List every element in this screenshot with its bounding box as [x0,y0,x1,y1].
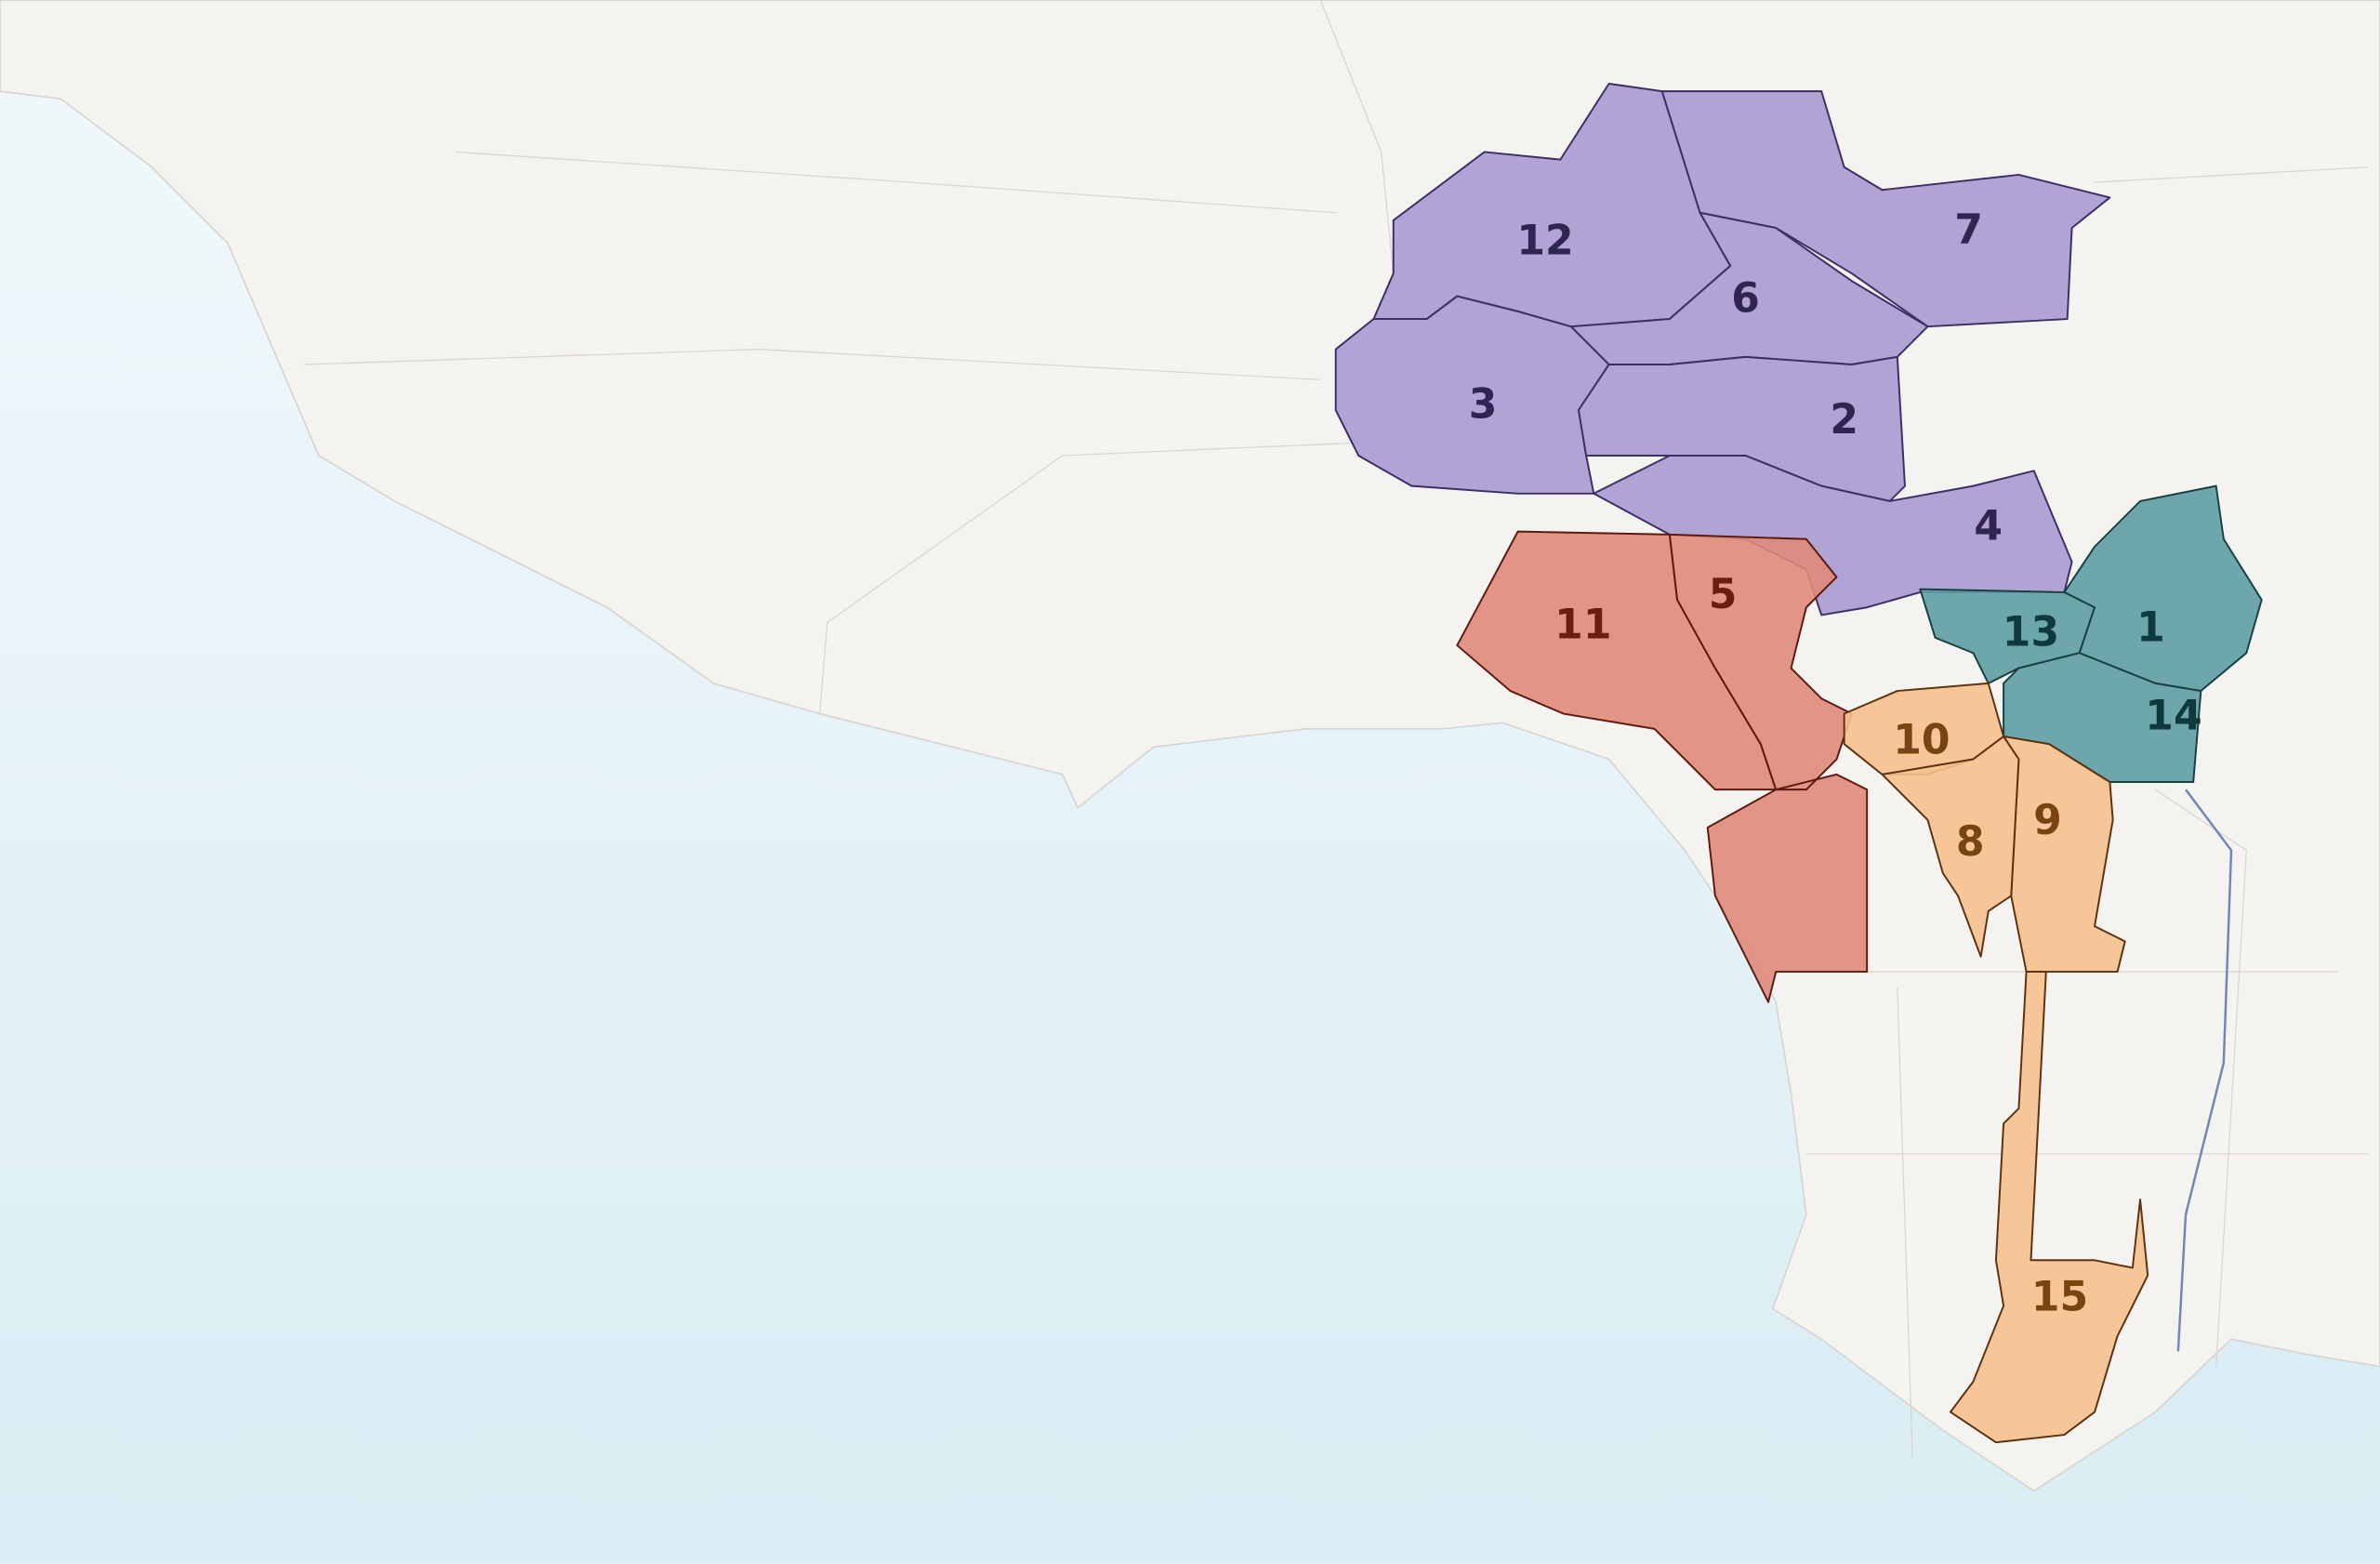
district-label: 10 [1893,717,1950,764]
district-label: 15 [2031,1274,2088,1321]
district-label: 2 [1830,396,1858,444]
districts: 12 7 6 3 2 4 11 5 13 1 14 10 9 8 15 [1334,82,2263,1444]
district-label: 9 [2033,797,2062,844]
district-label: 6 [1731,274,1760,322]
district-label: 5 [1709,571,1738,618]
district-label: 1 [2136,604,2165,652]
river [2176,789,2233,1352]
district-label: 7 [1954,206,1983,254]
district-label: 8 [1956,818,1985,866]
district-area [1949,971,2149,1444]
district-label: 11 [1554,601,1611,648]
district-label: 13 [2003,609,2059,656]
district-label: 12 [1516,217,1573,264]
district-area [1881,736,2020,958]
district-label: 3 [1469,381,1498,429]
district-label: 4 [1974,502,2003,550]
district-label: 14 [2145,692,2202,739]
